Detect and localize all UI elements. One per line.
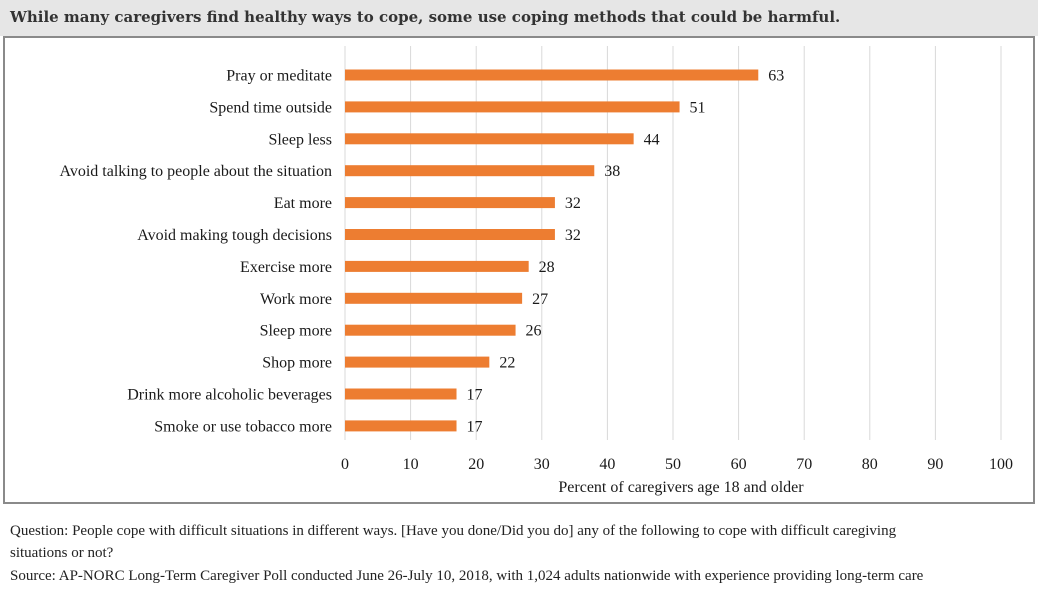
data-label: 44	[644, 131, 660, 148]
x-tick-label: 90	[927, 456, 943, 473]
data-label: 32	[565, 195, 581, 212]
x-tick-label: 0	[341, 456, 349, 473]
category-label: Work more	[260, 291, 332, 308]
x-tick-labels: 0 10 20 30 40 50 60 70 80 90 100	[341, 456, 1013, 473]
data-label: 38	[604, 163, 620, 180]
data-label: 22	[499, 355, 515, 372]
bar	[345, 197, 555, 209]
data-label: 26	[526, 323, 542, 340]
bar-chart: Pray or meditate Spend time outside Sleep …	[59, 46, 1013, 496]
data-label: 28	[539, 259, 555, 276]
category-label: Exercise more	[240, 259, 332, 276]
data-labels: 63 51 44 38 32 32 28 27 26 22 17 17	[467, 68, 785, 436]
source-note: Source: AP-NORC Long-Term Caregiver Poll…	[10, 568, 924, 584]
x-tick-label: 60	[731, 456, 747, 473]
bar	[345, 292, 523, 304]
category-label: Spend time outside	[209, 99, 332, 116]
data-label: 17	[467, 387, 483, 404]
question-note-line1: Question: People cope with difficult sit…	[10, 523, 897, 539]
x-tick-label: 50	[665, 456, 681, 473]
bar	[345, 229, 555, 240]
bar	[345, 356, 490, 368]
x-tick-label: 20	[468, 456, 484, 473]
category-label: Pray or meditate	[226, 68, 332, 85]
data-label: 32	[565, 227, 581, 244]
x-axis-label: Percent of caregivers age 18 and older	[558, 479, 804, 496]
category-label: Drink more alcoholic beverages	[127, 387, 332, 404]
bar	[345, 133, 634, 145]
x-tick-label: 80	[862, 456, 878, 473]
title-bar: While many caregivers find healthy ways …	[0, 0, 1038, 36]
data-label: 17	[467, 418, 483, 435]
category-label: Sleep more	[260, 323, 332, 340]
category-label: Avoid talking to people about the situat…	[59, 163, 332, 180]
data-label: 51	[690, 99, 706, 116]
bar	[345, 260, 529, 272]
bar	[345, 101, 680, 113]
x-tick-label: 70	[796, 456, 812, 473]
x-tick-label: 100	[989, 456, 1013, 473]
category-label: Shop more	[262, 355, 332, 372]
category-label: Sleep less	[268, 131, 332, 148]
category-labels: Pray or meditate Spend time outside Sleep …	[59, 68, 332, 436]
category-label: Smoke or use tobacco more	[154, 418, 332, 435]
x-tick-label: 30	[534, 456, 550, 473]
bar	[345, 420, 457, 432]
question-note-line2: situations or not?	[10, 545, 114, 561]
bar	[345, 165, 595, 177]
x-tick-label: 40	[599, 456, 615, 473]
bar	[345, 388, 457, 400]
bar	[345, 69, 759, 81]
chart-title: While many caregivers find healthy ways …	[10, 8, 841, 26]
category-label: Eat more	[274, 195, 332, 212]
data-label: 27	[532, 291, 548, 308]
chart-frame: Pray or meditate Spend time outside Sleep …	[3, 36, 1035, 504]
category-label: Avoid making tough decisions	[137, 227, 332, 244]
data-label: 63	[768, 68, 784, 85]
bar	[345, 324, 516, 336]
bars	[345, 69, 759, 432]
x-tick-label: 10	[403, 456, 419, 473]
